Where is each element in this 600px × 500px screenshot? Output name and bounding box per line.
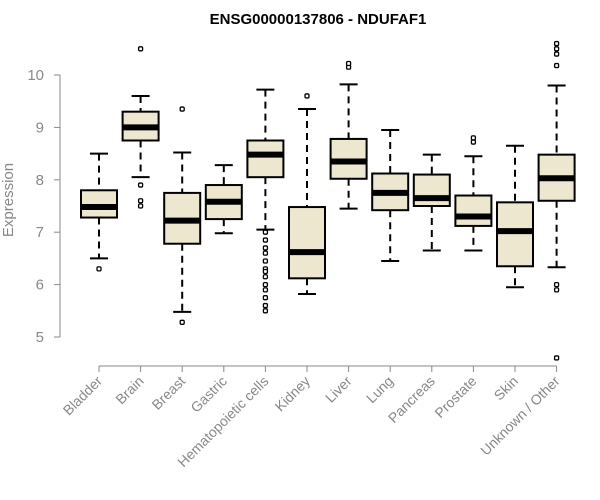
y-tick-label: 8 [36, 172, 44, 189]
outlier-point [96, 266, 102, 272]
outlier-point [262, 308, 269, 314]
y-tick-label: 9 [36, 119, 44, 136]
box-iqr [412, 173, 451, 207]
x-tick-label: Prostate [431, 373, 479, 421]
box-iqr [288, 206, 326, 280]
outlier-point [553, 40, 560, 47]
outlier-point [470, 139, 477, 145]
outlier-point [262, 287, 269, 293]
x-tick-label: Kidney [272, 373, 314, 415]
outlier-point [553, 355, 560, 361]
boxplot-prostate [454, 135, 493, 252]
y-tick-label: 7 [36, 224, 44, 241]
outlier-point [179, 319, 185, 325]
outlier-point [262, 245, 269, 251]
outlier-point [262, 229, 269, 235]
outlier-point [262, 302, 269, 309]
outlier-point [262, 237, 269, 243]
x-tick-label: Breast [148, 373, 188, 413]
y-tick-label: 5 [36, 329, 44, 346]
box-iqr [454, 194, 493, 227]
x-tick-label: Lung [363, 373, 396, 406]
boxplot-lung [371, 129, 410, 263]
outlier-point [345, 60, 352, 67]
outlier-point [137, 182, 144, 188]
box-iqr [496, 201, 534, 268]
boxplot-unknown-other [537, 40, 576, 361]
box-iqr [246, 139, 285, 179]
outlier-point [262, 250, 269, 256]
outlier-point [553, 281, 560, 288]
outlier-point [553, 51, 560, 57]
outlier-point [137, 46, 144, 52]
outlier-point [262, 281, 269, 288]
outlier-point [262, 258, 269, 264]
x-tick-label: Liver [322, 373, 355, 406]
boxplots [80, 40, 576, 361]
outlier-point [262, 295, 269, 301]
outlier-point [137, 203, 144, 209]
outlier-point [553, 46, 560, 52]
chart-title: ENSG00000137806 - NDUFAF1 [210, 11, 427, 28]
box-iqr [80, 189, 118, 219]
boxplot-breast [163, 106, 202, 325]
outlier-point [470, 135, 477, 141]
outlier-point [304, 93, 310, 99]
outlier-point [137, 198, 144, 204]
outlier-point [553, 287, 560, 293]
boxplot-liver [329, 60, 368, 210]
boxplot-skin [496, 144, 534, 289]
outlier-point [262, 268, 269, 275]
y-axis-label: Expression [0, 163, 17, 237]
x-tick-label: Brain [112, 373, 146, 407]
boxplot-pancreas [412, 153, 451, 252]
boxplot-gastric [204, 164, 243, 235]
boxplot-kidney [288, 93, 326, 296]
boxplot-bladder [80, 152, 118, 272]
y-axis: 5 6 7 8 9 10 [27, 67, 61, 346]
x-tick-label: Unknown / Other [477, 373, 563, 459]
y-tick-label: 6 [36, 277, 44, 294]
boxplot-hematopoietic-cells [246, 88, 285, 314]
outlier-point [553, 62, 560, 69]
x-tick-label: Bladder [60, 373, 106, 419]
outlier-point [262, 274, 269, 280]
outlier-point [179, 106, 185, 112]
boxplot-brain [121, 46, 160, 209]
y-tick-label: 10 [27, 67, 44, 84]
x-tick-label: Skin [491, 373, 522, 404]
